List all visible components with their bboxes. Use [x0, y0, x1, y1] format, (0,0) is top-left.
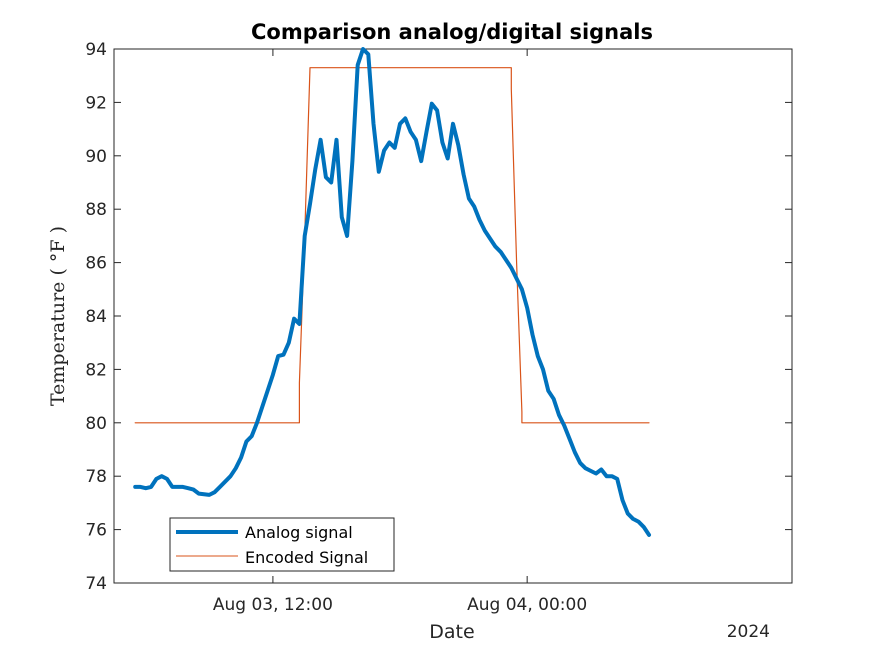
y-tick-label: 90	[85, 147, 107, 167]
y-tick-label: 76	[85, 521, 107, 541]
legend: Analog signal Encoded Signal	[169, 517, 395, 572]
y-tick-label: 92	[85, 93, 107, 113]
x-axis-label: Date	[429, 621, 474, 643]
y-tick-label: 82	[85, 360, 107, 380]
series-line-analog-signal	[133, 47, 651, 537]
series-line-encoded-signal	[134, 67, 650, 424]
y-tick-label: 88	[85, 200, 107, 220]
y-tick-label: 78	[85, 467, 107, 487]
x-tick-label: Aug 04, 00:00	[467, 595, 587, 615]
plot-area	[113, 48, 793, 584]
legend-label-encoded-signal: Encoded Signal	[245, 548, 368, 567]
x-tick-label: Aug 03, 12:00	[213, 595, 333, 615]
y-axis-label: Temperature ( °F )	[47, 226, 69, 406]
y-tick-label: 74	[85, 574, 107, 594]
y-tick-label: 84	[85, 307, 107, 327]
series-group	[133, 47, 651, 537]
y-tick-label: 86	[85, 254, 107, 274]
legend-label-analog-signal: Analog signal	[245, 523, 353, 542]
legend-box	[169, 517, 395, 572]
y-tick-label: 94	[85, 40, 107, 60]
x-axis-year-label: 2024	[727, 622, 770, 642]
chart-title: Comparison analog/digital signals	[251, 20, 653, 44]
axis-ticks: 74 76 78 80 82 84 86 88 90 92 94 Aug 03, 12:00 Aug 0…	[85, 40, 792, 615]
y-tick-label: 80	[85, 414, 107, 434]
